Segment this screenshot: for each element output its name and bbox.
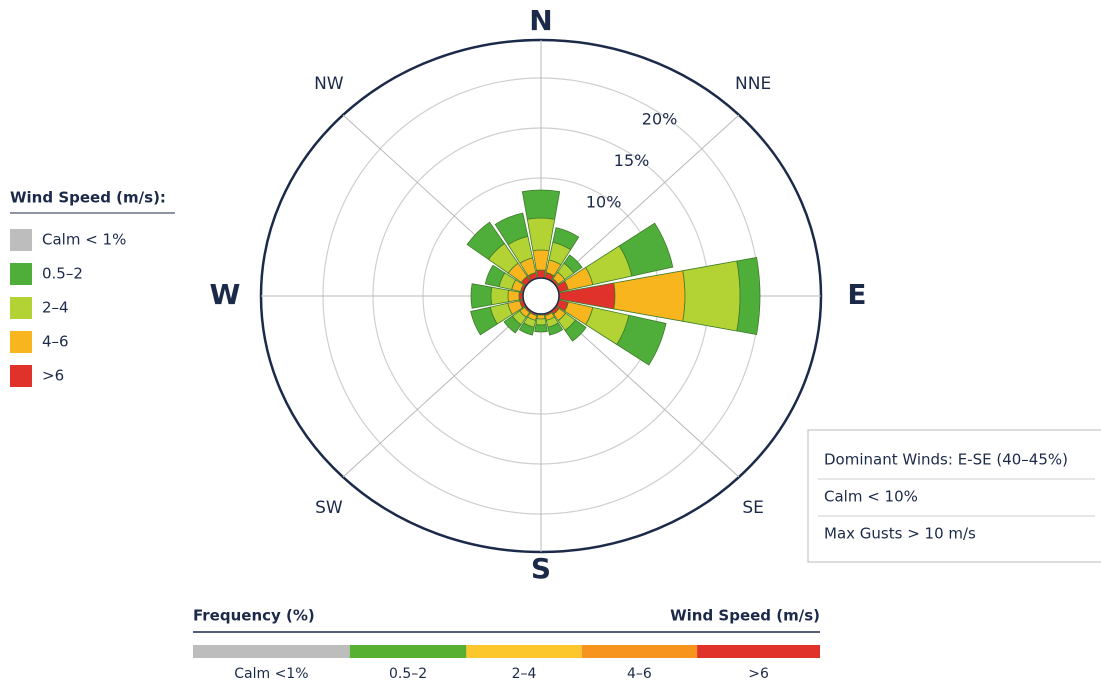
direction-label: E	[847, 278, 866, 311]
legend-label: >6	[42, 367, 64, 385]
legend-swatch	[10, 331, 32, 353]
scale-segment	[697, 645, 820, 658]
direction-label: SE	[742, 498, 764, 518]
legend-title: Wind Speed (m/s):	[10, 189, 166, 207]
direction-label: N	[529, 4, 552, 37]
petal-segment	[552, 227, 580, 251]
scale-label: 4–6	[627, 666, 652, 682]
legend-swatch	[10, 229, 32, 251]
direction-label: NNE	[735, 74, 771, 94]
direction-label: SW	[315, 498, 343, 518]
petal-segment	[521, 189, 561, 220]
legend-swatch	[10, 365, 32, 387]
petal-segment	[532, 249, 550, 271]
petal-segment	[736, 257, 761, 335]
center-hole	[522, 277, 560, 315]
petal-segment	[503, 315, 522, 334]
petal-segment	[564, 319, 587, 342]
petal-segment	[470, 283, 493, 309]
legend-swatch	[10, 297, 32, 319]
scale-right-title: Wind Speed (m/s)	[670, 607, 820, 625]
info-line: Calm < 10%	[824, 488, 918, 506]
scale-segment	[349, 645, 467, 658]
legend-label: 0.5–2	[42, 265, 83, 283]
info-box	[807, 429, 1101, 563]
legend-label: Calm < 1%	[42, 231, 126, 249]
petal-segment	[535, 318, 547, 326]
petal-segment	[470, 306, 498, 336]
petal-segment	[536, 314, 546, 320]
petal-segment	[618, 222, 674, 277]
scale-segment	[193, 645, 350, 658]
petal-segment	[616, 314, 667, 366]
petal-segment	[563, 254, 583, 274]
info-line: Max Gusts > 10 m/s	[824, 525, 976, 543]
spoke	[553, 308, 740, 478]
petal-segment	[490, 286, 509, 306]
scale-label: >6	[748, 666, 769, 682]
scale-left-title: Frequency (%)	[193, 607, 315, 625]
scale-segment	[581, 645, 698, 658]
scale-label: 0.5–2	[389, 666, 427, 682]
legend-label: 4–6	[42, 333, 69, 351]
direction-label: S	[531, 552, 551, 585]
petal-segment	[494, 212, 529, 246]
petal-segment	[526, 217, 556, 252]
r-tick-label: 15%	[614, 151, 650, 170]
r-tick-label: 10%	[586, 193, 622, 212]
info-line: Dominant Winds: E-SE (40–45%)	[824, 451, 1068, 469]
petal-segment	[466, 221, 505, 260]
legend-label: 2–4	[42, 299, 69, 317]
r-tick-label: 20%	[642, 110, 678, 129]
petal-segment	[484, 264, 506, 288]
scale-segment	[466, 645, 582, 658]
scale-label: 2–4	[512, 666, 537, 682]
scale-label: Calm <1%	[234, 666, 308, 682]
petal-segment	[613, 270, 686, 322]
petal-segment	[682, 260, 741, 332]
petal-segment	[518, 322, 535, 336]
spoke	[342, 308, 529, 478]
petal-segment	[507, 289, 520, 303]
petal-segment	[534, 324, 548, 333]
petal-segment	[547, 322, 564, 336]
direction-label: W	[210, 278, 241, 311]
petal-segment	[535, 269, 547, 279]
spoke	[553, 114, 740, 284]
legend-swatch	[10, 263, 32, 285]
direction-label: NW	[314, 74, 344, 94]
